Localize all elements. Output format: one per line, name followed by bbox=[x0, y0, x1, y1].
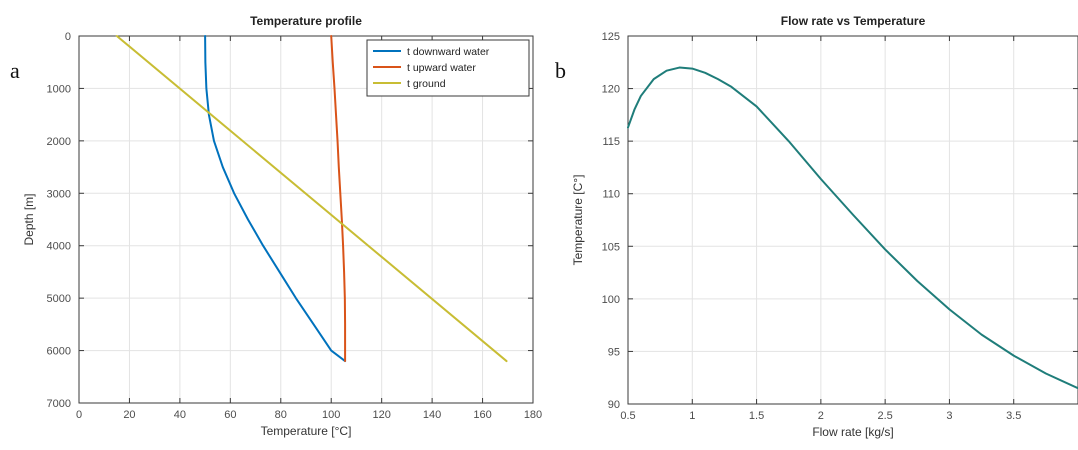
x-axis-label: Temperature [°C] bbox=[261, 424, 352, 438]
x-axis-label: Flow rate [kg/s] bbox=[812, 425, 893, 439]
x-tick-label: 140 bbox=[423, 409, 441, 421]
x-tick-label: 60 bbox=[224, 409, 236, 421]
y-axis-label: Temperature [C°] bbox=[571, 175, 585, 266]
x-tick-label: 120 bbox=[372, 409, 390, 421]
x-tick-label: 80 bbox=[275, 409, 287, 421]
x-tick-label: 3 bbox=[946, 410, 952, 422]
legend: t downward water t upward water t ground bbox=[366, 39, 530, 97]
legend-entry-3: t ground bbox=[407, 78, 446, 90]
legend-entry-1: t downward water bbox=[407, 46, 490, 58]
y-tick-label: 0 bbox=[65, 31, 71, 43]
panel-label: a bbox=[10, 58, 20, 83]
x-tick-label: 180 bbox=[524, 409, 542, 421]
plot-area bbox=[79, 36, 533, 403]
y-tick-label: 110 bbox=[602, 189, 620, 201]
x-tick-label: 1.5 bbox=[749, 410, 764, 422]
chart-panel-b: 0.5 1 1.5 2 2.5 3 3.5 90 95 100 105 110 115 120 125 Flo… bbox=[555, 14, 1078, 439]
y-tick-label: 3000 bbox=[47, 188, 71, 200]
x-tick-label: 0 bbox=[76, 409, 82, 421]
ticks: 0 20 40 60 80 100 120 140 160 180 0 1000 2000 3000 400… bbox=[47, 31, 543, 421]
plot-area bbox=[628, 36, 1078, 404]
y-tick-label: 90 bbox=[608, 399, 620, 411]
chart-title: Flow rate vs Temperature bbox=[781, 14, 926, 28]
x-tick-label: 2.5 bbox=[877, 410, 892, 422]
y-tick-label: 6000 bbox=[47, 346, 71, 358]
series-line-3 bbox=[115, 35, 508, 363]
chart-title: Temperature profile bbox=[250, 14, 362, 28]
chart-panel-a: 0 20 40 60 80 100 120 140 160 180 0 1000 2000 3000 400… bbox=[10, 14, 542, 438]
y-tick-label: 125 bbox=[602, 31, 620, 43]
series-line-1 bbox=[204, 35, 347, 363]
legend-entry-2: t upward water bbox=[407, 62, 476, 74]
x-tick-label: 160 bbox=[473, 409, 491, 421]
x-tick-label: 40 bbox=[174, 409, 186, 421]
y-tick-label: 115 bbox=[602, 136, 620, 148]
y-tick-label: 105 bbox=[602, 241, 620, 253]
y-axis-label: Depth [m] bbox=[22, 193, 36, 245]
y-tick-label: 5000 bbox=[47, 293, 71, 305]
series-line-1 bbox=[627, 66, 1078, 390]
x-tick-label: 0.5 bbox=[620, 410, 635, 422]
y-tick-label: 100 bbox=[602, 294, 620, 306]
x-tick-label: 100 bbox=[322, 409, 340, 421]
y-tick-label: 120 bbox=[602, 84, 620, 96]
y-tick-label: 7000 bbox=[47, 398, 71, 410]
x-tick-label: 2 bbox=[818, 410, 824, 422]
axes-box bbox=[78, 35, 534, 404]
panel-label: b bbox=[555, 58, 566, 83]
y-tick-label: 95 bbox=[608, 346, 620, 358]
ticks: 0.5 1 1.5 2 2.5 3 3.5 90 95 100 105 110 115 120 125 bbox=[602, 31, 1078, 422]
y-tick-label: 1000 bbox=[47, 83, 71, 95]
x-tick-label: 1 bbox=[689, 410, 695, 422]
x-tick-label: 3.5 bbox=[1006, 410, 1021, 422]
x-tick-label: 20 bbox=[123, 409, 135, 421]
series-line-2 bbox=[330, 35, 347, 363]
axes-box bbox=[627, 35, 1078, 405]
y-tick-label: 4000 bbox=[47, 241, 71, 253]
y-tick-label: 2000 bbox=[47, 136, 71, 148]
